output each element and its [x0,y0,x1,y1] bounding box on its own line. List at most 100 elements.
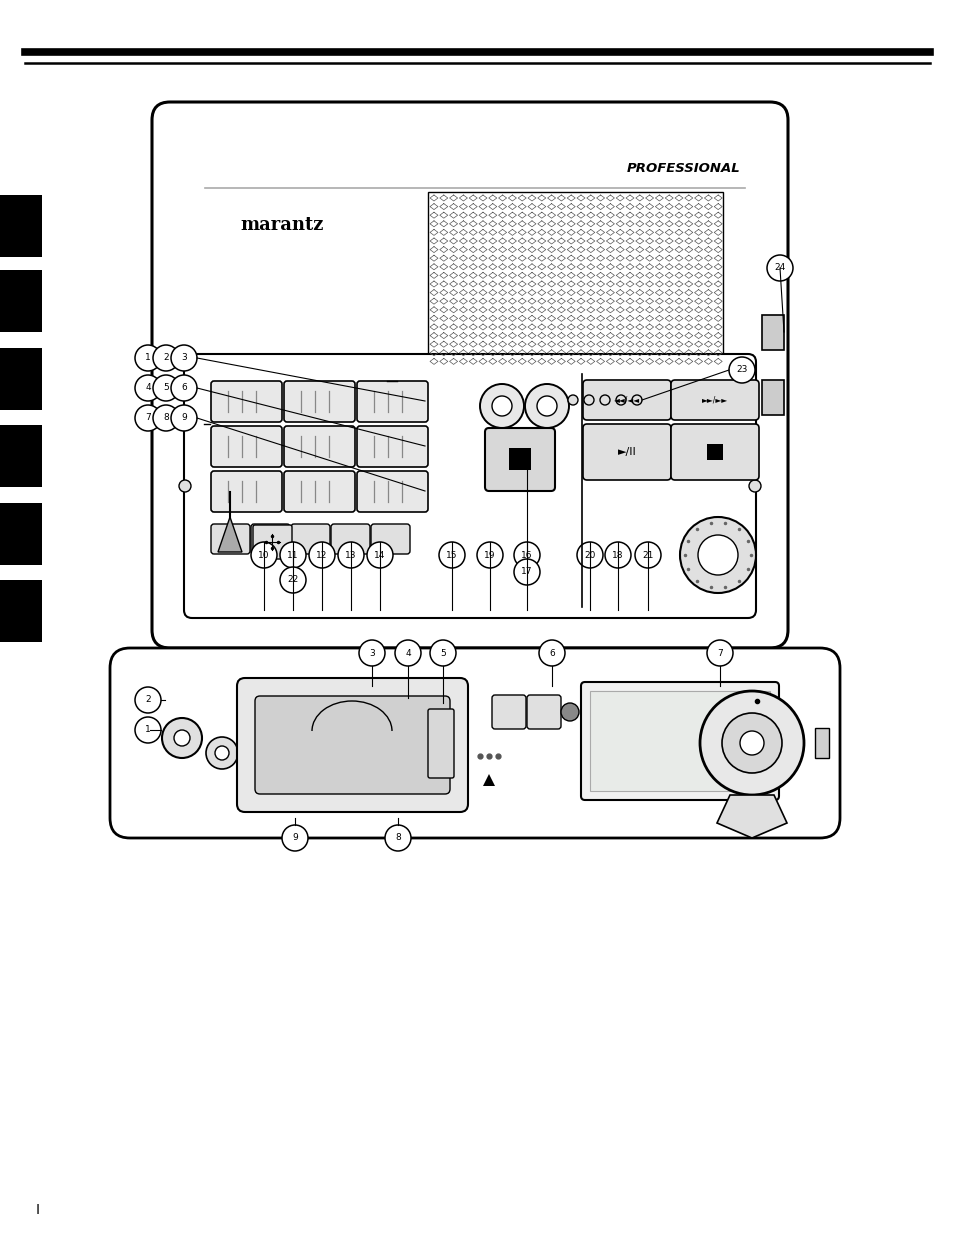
Circle shape [251,542,276,568]
FancyBboxPatch shape [371,524,410,555]
Text: ◄◄/◄◄: ◄◄/◄◄ [614,395,639,405]
Text: 9: 9 [292,834,297,842]
Text: 7: 7 [145,414,151,422]
Text: marantz: marantz [240,216,323,233]
FancyBboxPatch shape [211,426,282,467]
Text: 11: 11 [287,551,298,559]
Text: 15: 15 [446,551,457,559]
Circle shape [367,542,393,568]
Polygon shape [482,774,495,785]
Bar [706,445,722,459]
Text: 24: 24 [774,263,785,273]
Circle shape [438,542,464,568]
Circle shape [706,640,732,666]
Bar [0,580,42,642]
Text: 20: 20 [583,551,595,559]
Circle shape [748,480,760,492]
Bar [814,727,828,758]
Circle shape [280,567,306,593]
Text: 8: 8 [395,834,400,842]
Text: 23: 23 [736,366,747,374]
Bar [0,348,42,410]
Circle shape [214,746,229,760]
FancyBboxPatch shape [251,524,290,555]
Text: 16: 16 [520,551,532,559]
Circle shape [514,559,539,585]
Circle shape [479,384,523,429]
FancyBboxPatch shape [492,695,525,729]
Circle shape [135,375,161,401]
FancyBboxPatch shape [211,382,282,422]
Circle shape [430,640,456,666]
Circle shape [179,480,191,492]
Circle shape [171,375,196,401]
Circle shape [171,405,196,431]
Text: 4: 4 [145,384,151,393]
Circle shape [698,535,738,576]
Circle shape [206,737,237,769]
Circle shape [537,396,557,416]
FancyBboxPatch shape [284,382,355,422]
FancyBboxPatch shape [670,380,759,420]
FancyBboxPatch shape [253,525,292,559]
Bar [0,503,42,564]
Text: 7: 7 [717,648,722,657]
Text: 4: 4 [405,648,411,657]
FancyBboxPatch shape [236,678,468,811]
Text: 9: 9 [181,414,187,422]
Circle shape [162,718,202,758]
Circle shape [514,542,539,568]
Circle shape [538,640,564,666]
FancyBboxPatch shape [211,524,250,555]
FancyBboxPatch shape [291,524,330,555]
Polygon shape [218,517,242,552]
Text: 5: 5 [439,648,445,657]
Text: 8: 8 [163,414,169,422]
FancyBboxPatch shape [356,426,428,467]
Circle shape [728,357,754,383]
Circle shape [173,730,190,746]
Bar [761,315,783,350]
Circle shape [560,703,578,721]
Circle shape [135,405,161,431]
FancyBboxPatch shape [428,709,454,778]
Bar [761,380,783,415]
Bar [509,448,531,471]
Circle shape [766,254,792,282]
Circle shape [395,640,420,666]
Bar [589,692,769,790]
Text: 6: 6 [549,648,555,657]
FancyBboxPatch shape [284,471,355,513]
Circle shape [604,542,630,568]
Circle shape [309,542,335,568]
Text: ►►/►►: ►►/►► [701,395,727,405]
Circle shape [631,395,641,405]
Circle shape [616,395,625,405]
FancyBboxPatch shape [582,424,670,480]
Text: 18: 18 [612,551,623,559]
Text: 2: 2 [163,353,169,363]
FancyBboxPatch shape [356,382,428,422]
Text: 3: 3 [181,353,187,363]
FancyBboxPatch shape [356,471,428,513]
FancyBboxPatch shape [254,697,450,794]
Circle shape [135,345,161,370]
FancyBboxPatch shape [284,426,355,467]
FancyBboxPatch shape [184,354,755,618]
Text: 13: 13 [345,551,356,559]
Circle shape [171,345,196,370]
Text: I: I [36,1203,40,1216]
Text: 21: 21 [641,551,653,559]
Bar [0,425,42,487]
Circle shape [583,395,594,405]
Circle shape [700,692,803,795]
Circle shape [577,542,602,568]
Text: 12: 12 [316,551,327,559]
FancyBboxPatch shape [580,682,779,800]
Text: 17: 17 [520,568,532,577]
Circle shape [599,395,609,405]
Text: 1: 1 [145,353,151,363]
Text: 2: 2 [145,695,151,704]
FancyBboxPatch shape [331,524,370,555]
Circle shape [135,687,161,713]
